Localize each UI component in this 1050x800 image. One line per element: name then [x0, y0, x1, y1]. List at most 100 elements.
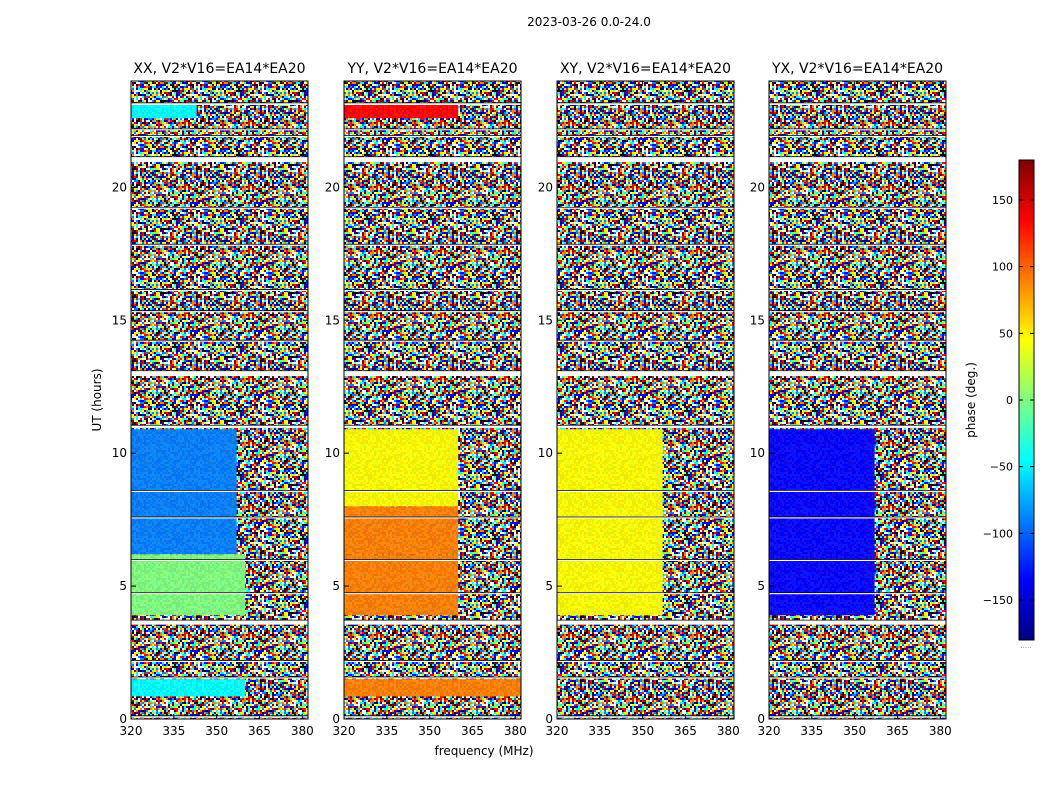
panels: XX, V2*V16=EA14*EA20 320 335 350 365 380 0 5 10 1… — [112, 61, 952, 738]
flagged-gap — [769, 207, 946, 209]
colorbar-tick-label: −50 — [990, 461, 1013, 474]
flagged-gap — [344, 207, 521, 209]
flagged-gap — [769, 660, 946, 663]
phase-region — [344, 554, 459, 616]
y-tick-label: 20 — [325, 180, 340, 194]
y-tick-label: 15 — [538, 313, 553, 327]
y-tick-label: 10 — [325, 446, 340, 460]
flagged-gap — [557, 128, 734, 131]
y-tick-label: 5 — [332, 579, 340, 593]
panel-title: YY, V2*V16=EA14*EA20 — [346, 61, 517, 77]
flagged-gap — [557, 676, 734, 679]
y-tick-label: 20 — [750, 180, 765, 194]
flagged-gap — [557, 715, 734, 718]
panel-3: XY, V2*V16=EA14*EA20 320 335 350 365 380 0 5 10 1… — [538, 61, 740, 738]
flagged-gap — [131, 592, 308, 595]
colorbar-footnote: ..... — [1020, 642, 1031, 650]
colorbar-tick-label: 100 — [992, 261, 1013, 274]
x-tick-label: 320 — [546, 724, 569, 738]
flagged-gap — [131, 244, 308, 246]
flagged-gap — [769, 340, 946, 342]
flagged-gap — [344, 135, 521, 137]
flagged-gap — [131, 340, 308, 342]
colorbar-tick-label: −100 — [983, 527, 1013, 540]
y-tick-label: 15 — [750, 313, 765, 327]
x-tick-label: 335 — [800, 724, 823, 738]
flagged-gap — [344, 340, 521, 342]
flagged-gap — [557, 620, 734, 625]
flagged-gap — [557, 340, 734, 342]
y-tick-label: 20 — [112, 180, 127, 194]
x-tick-label: 335 — [375, 724, 398, 738]
flagged-gap — [557, 516, 734, 519]
flagged-gap — [769, 135, 946, 137]
flagged-gap — [769, 156, 946, 163]
flagged-gap — [557, 592, 734, 595]
flagged-gap — [344, 676, 521, 679]
panel-frame — [130, 80, 309, 720]
y-tick-label: 10 — [538, 446, 553, 460]
flagged-gap — [131, 490, 308, 492]
y-tick-label: 10 — [112, 446, 127, 460]
flagged-gap — [344, 102, 521, 105]
flagged-gap — [769, 715, 946, 718]
x-tick-label: 335 — [162, 724, 185, 738]
phase-region — [344, 679, 521, 697]
colorbar-tick-label: 50 — [999, 327, 1013, 340]
flagged-gap — [344, 660, 521, 663]
x-tick-label: 380 — [929, 724, 952, 738]
phase-region — [344, 506, 459, 555]
phase-region — [131, 679, 246, 697]
x-tick-label: 380 — [504, 724, 527, 738]
colorbar-tick-label: −150 — [983, 594, 1013, 607]
flagged-gap — [769, 516, 946, 519]
flagged-gap — [131, 135, 308, 137]
flagged-gap — [769, 289, 946, 292]
flagged-gap — [344, 592, 521, 595]
y-tick-label: 10 — [750, 446, 765, 460]
x-tick-label: 350 — [843, 724, 866, 738]
flagged-gap — [769, 620, 946, 625]
flagged-gap — [769, 128, 946, 131]
phase-region — [769, 429, 875, 616]
flagged-gap — [131, 370, 308, 377]
flagged-gap — [557, 310, 734, 313]
x-tick-label: 365 — [674, 724, 697, 738]
flagged-gap — [131, 559, 308, 561]
flagged-gap — [769, 592, 946, 595]
colorbar: 150 100 50 0 −50 −100 −150 — [983, 159, 1035, 641]
flagged-gap — [769, 425, 946, 428]
flagged-gap — [344, 490, 521, 492]
flagged-gap — [557, 156, 734, 163]
flagged-gap — [769, 559, 946, 561]
flagged-gap — [769, 370, 946, 377]
flagged-gap — [557, 135, 734, 137]
flagged-gap — [344, 289, 521, 292]
y-tick-label: 0 — [119, 712, 127, 726]
flagged-gap — [131, 660, 308, 663]
flagged-gap — [557, 370, 734, 377]
x-tick-label: 350 — [631, 724, 654, 738]
x-tick-label: 365 — [461, 724, 484, 738]
phase-region — [344, 104, 459, 119]
flagged-gap — [131, 676, 308, 679]
x-tick-label: 320 — [333, 724, 356, 738]
panel-title: XX, V2*V16=EA14*EA20 — [133, 61, 305, 77]
flagged-gap — [131, 207, 308, 209]
y-tick-label: 0 — [545, 712, 553, 726]
flagged-gap — [344, 516, 521, 519]
panel-frame — [556, 80, 735, 720]
y-tick-label: 5 — [757, 579, 765, 593]
panel-1: XX, V2*V16=EA14*EA20 320 335 350 365 380 0 5 10 1… — [112, 61, 314, 738]
flagged-gap — [131, 715, 308, 718]
y-tick-label: 5 — [119, 579, 127, 593]
x-tick-label: 320 — [120, 724, 143, 738]
flagged-gap — [557, 425, 734, 428]
figure-suptitle: 2023-03-26 0.0-24.0 — [527, 15, 651, 29]
y-tick-label: 0 — [332, 712, 340, 726]
y-tick-label: 5 — [545, 579, 553, 593]
flagged-gap — [769, 676, 946, 679]
flagged-gap — [131, 102, 308, 105]
colorbar-tick-label: 0 — [1006, 394, 1013, 407]
phase-region — [131, 554, 246, 616]
